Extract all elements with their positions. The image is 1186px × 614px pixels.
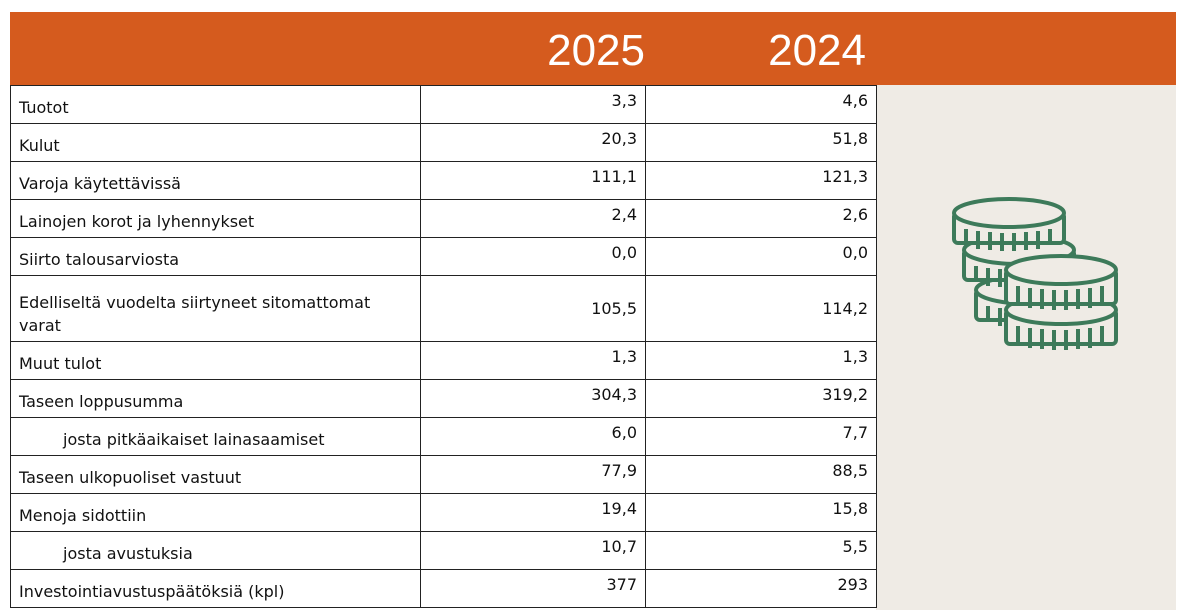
table-row: Taseen loppusumma 304,3 319,2 [10, 379, 877, 418]
row-label: Varoja käytettävissä [10, 161, 421, 200]
table-row: Lainojen korot ja lyhennykset 2,4 2,6 [10, 199, 877, 238]
cell-value: 77,9 [420, 455, 646, 494]
row-label: Taseen ulkopuoliset vastuut [10, 455, 421, 494]
row-label: Kulut [10, 123, 421, 162]
cell-value: 51,8 [645, 123, 877, 162]
cell-value: 19,4 [420, 493, 646, 532]
cell-value: 6,0 [420, 417, 646, 456]
cell-value: 2,4 [420, 199, 646, 238]
cell-value: 293 [645, 569, 877, 608]
row-label: josta pitkäaikaiset lainasaamiset [10, 417, 421, 456]
cell-value: 304,3 [420, 379, 646, 418]
cell-value: 4,6 [645, 85, 877, 124]
table-row: Kulut 20,3 51,8 [10, 123, 877, 162]
table-row: Varoja käytettävissä 111,1 121,3 [10, 161, 877, 200]
table-row: josta avustuksia 10,7 5,5 [10, 531, 877, 570]
cell-value: 0,0 [645, 237, 877, 276]
cell-value: 111,1 [420, 161, 646, 200]
table-row: Menoja sidottiin 19,4 15,8 [10, 493, 877, 532]
row-label: Tuotot [10, 85, 421, 124]
row-label: Muut tulot [10, 341, 421, 380]
column-header: 2024 [768, 26, 866, 75]
cell-value: 10,7 [420, 531, 646, 570]
cell-value: 7,7 [645, 417, 877, 456]
table-row: Taseen ulkopuoliset vastuut 77,9 88,5 [10, 455, 877, 494]
table-row: josta pitkäaikaiset lainasaamiset 6,0 7,7 [10, 417, 877, 456]
cell-value: 377 [420, 569, 646, 608]
cell-value: 5,5 [645, 531, 877, 570]
cell-value: 121,3 [645, 161, 877, 200]
row-label: Edelliseltä vuodelta siirtyneet sitomatt… [10, 275, 421, 342]
table-row: Muut tulot 1,3 1,3 [10, 341, 877, 380]
header-bar: 2025 2024 [10, 12, 1176, 85]
row-label: Siirto talousarviosta [10, 237, 421, 276]
row-label: Menoja sidottiin [10, 493, 421, 532]
cell-value: 88,5 [645, 455, 877, 494]
table-row: Investointiavustuspäätöksiä (kpl) 377 293 [10, 569, 877, 608]
cell-value: 3,3 [420, 85, 646, 124]
row-label: Taseen loppusumma [10, 379, 421, 418]
table-row: Siirto talousarviosta 0,0 0,0 [10, 237, 877, 276]
row-label: Investointiavustuspäätöksiä (kpl) [10, 569, 421, 608]
data-table: Tuotot 3,3 4,6 Kulut 20,3 51,8 Varoja käytettä… [10, 85, 877, 608]
row-label: Lainojen korot ja lyhennykset [10, 199, 421, 238]
cell-value: 2,6 [645, 199, 877, 238]
row-label: josta avustuksia [10, 531, 421, 570]
cell-value: 0,0 [420, 237, 646, 276]
side-panel [876, 85, 1176, 610]
column-header: 2025 [547, 26, 645, 75]
coins-icon [952, 197, 1118, 350]
table-row: Edelliseltä vuodelta siirtyneet sitomatt… [10, 275, 877, 342]
cell-value: 1,3 [420, 341, 646, 380]
cell-value: 1,3 [645, 341, 877, 380]
cell-value: 20,3 [420, 123, 646, 162]
cell-value: 319,2 [645, 379, 877, 418]
cell-value: 114,2 [645, 275, 877, 342]
table-row: Tuotot 3,3 4,6 [10, 85, 877, 124]
cell-value: 105,5 [420, 275, 646, 342]
cell-value: 15,8 [645, 493, 877, 532]
